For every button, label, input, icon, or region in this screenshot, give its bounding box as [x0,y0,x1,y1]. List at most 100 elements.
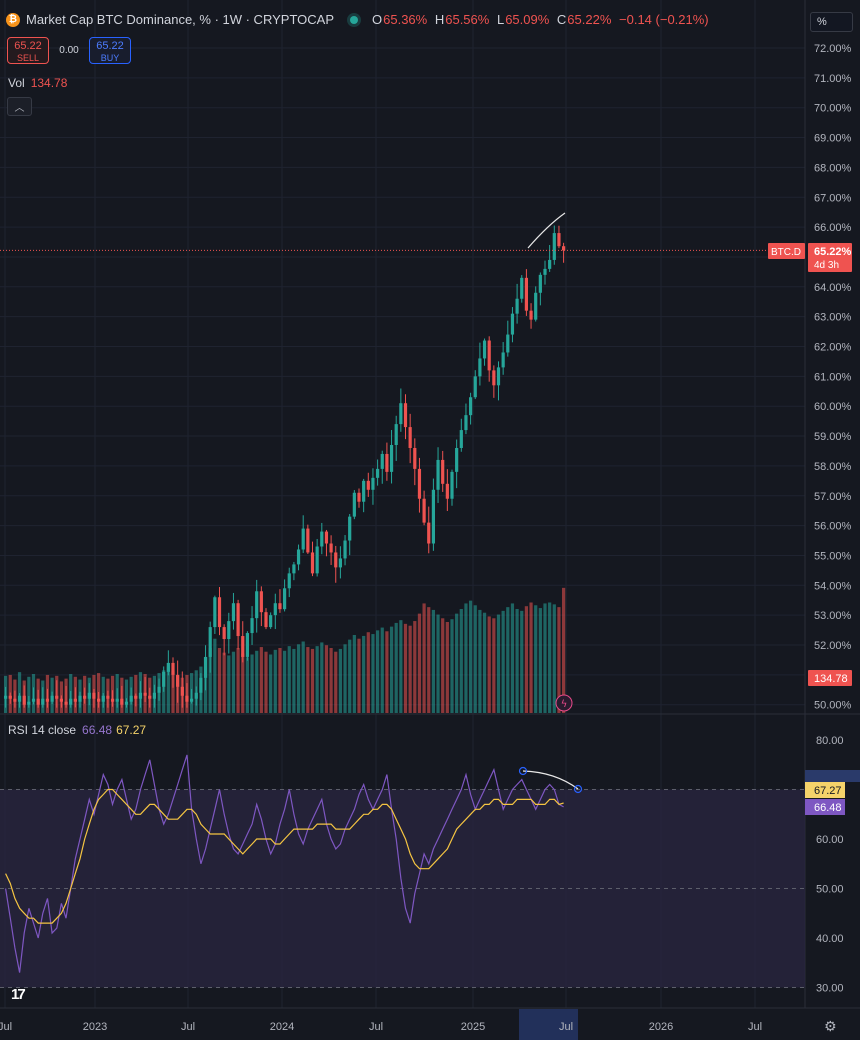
volume-bar [478,609,482,713]
candle-body [287,573,291,589]
rsi-tick-label: 40.00 [816,933,844,945]
volume-bar [324,645,329,713]
candle-body [203,656,208,678]
volume-bar [552,604,556,713]
candle-body [455,447,459,472]
buy-button[interactable]: 65.22 BUY [89,37,131,64]
rsi-ma-line [5,788,564,924]
drawn-trendline [527,212,566,249]
volume-badge-bg [808,670,852,686]
candle-body [97,698,101,702]
candle-body [538,274,542,293]
candle-body [227,621,231,640]
volume-bar [231,651,236,713]
volume-bar [264,651,268,713]
candle-body [352,492,356,517]
sell-button[interactable]: 65.22 SELL [7,37,49,64]
price-tick-label: 61.00% [814,371,852,383]
candle-body [510,313,515,335]
candle-body [315,546,319,574]
candle-body [120,698,124,705]
candle-body [436,459,440,490]
candle-body [552,233,556,260]
symbol-badge: BTC.D [771,247,801,258]
volume-bar [515,609,519,713]
countdown-badge: 4d 3h [814,260,839,271]
gear-icon[interactable]: ⚙ [824,1018,837,1034]
volume-bar [487,616,491,713]
candle-body [399,403,403,425]
tradingview-logo-icon[interactable]: 17 [11,986,26,1003]
volume-bar [315,646,319,713]
candle-body [259,591,263,613]
volume-bar [352,635,356,713]
candle-body [492,370,496,386]
time-tick-label: Jul [748,1021,762,1033]
volume-bar [473,605,477,713]
volume-bar [283,650,287,713]
candle-body [50,695,54,702]
candle-body [283,588,287,610]
candle-body [236,603,240,637]
time-tick-label: Jul [559,1021,573,1033]
candle-body [143,692,147,696]
ohlc-values: O65.36% H65.56% L65.09% C65.22% −0.14 (−… [372,12,709,27]
percent-scale-button[interactable]: % [810,12,853,32]
candle-body [478,358,482,377]
candle-body [385,453,389,472]
symbol-header: ₿ Market Cap BTC Dominance, % · 1W · CRY… [6,12,713,27]
candle-body [371,477,375,490]
rsi-trendline [522,770,579,790]
candle-body [41,698,45,705]
volume-bar [310,648,315,713]
volume-bar [245,657,249,713]
candle-body [366,480,370,490]
price-tick-label: 68.00% [814,162,852,174]
volume-bar [292,648,296,713]
candle-body [450,471,454,499]
volume-bar [348,639,352,713]
volume-bar [343,644,347,713]
volume-bar [273,649,277,713]
candle-body [13,698,17,702]
candle-body [534,292,538,320]
rsi-ma-badge: 67.27 [814,785,842,797]
price-change: −0.14 (−0.21%) [619,12,709,27]
candle-body [269,615,273,628]
candle-body [101,695,105,702]
volume-bar [334,651,338,713]
candle-body [8,695,12,699]
collapse-chevron-icon[interactable]: ︿ [7,97,32,116]
candle-body [482,340,487,359]
volume-bar [287,646,291,713]
candle-body [278,603,282,610]
volume-bar [557,607,561,713]
volume-bar [366,632,370,713]
volume-legend: Vol 134.78 [8,76,68,90]
symbol-title[interactable]: Market Cap BTC Dominance, % · 1W · CRYPT… [26,12,334,27]
volume-bar [399,620,403,713]
candle-body [357,492,361,502]
candle-body [543,268,547,275]
candle-body [92,692,96,699]
candlesticks: ϟ [0,212,805,712]
candle-body [129,695,133,702]
volume-bar [427,607,431,713]
volume-bar [543,603,547,713]
volume-bar [376,630,380,713]
candle-body [380,453,384,469]
volume-bar [455,613,459,713]
price-badge: 65.22% [814,246,852,258]
candle-body [362,480,366,502]
volume-bar [171,671,175,713]
price-tick-label: 50.00% [814,700,852,712]
volume-bar [227,655,231,713]
candle-body [320,531,324,547]
volume-bar [296,644,301,713]
volume-bar [538,608,542,713]
candle-body [273,603,277,616]
candle-body [4,695,8,699]
price-tick-label: 52.00% [814,640,852,652]
lightning-icon [555,694,573,712]
